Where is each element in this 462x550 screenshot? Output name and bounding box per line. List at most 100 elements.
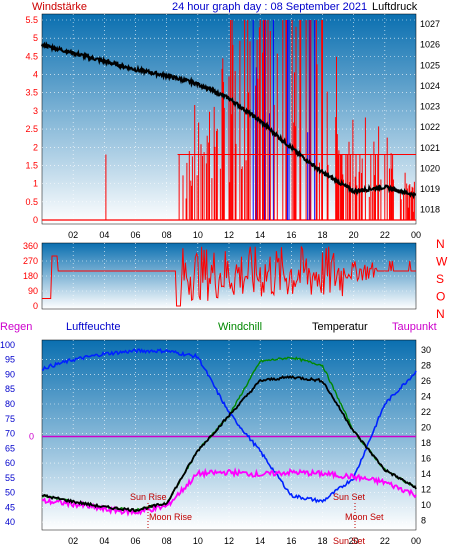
pressure-label: Luftdruck (372, 1, 418, 13)
pressure-tick: 1025 (420, 60, 440, 70)
x-tick-top: 04 (99, 230, 109, 240)
wind-speed-tick: 0 (33, 215, 38, 225)
x-tick-bottom: 16 (286, 536, 296, 546)
x-tick-top: 16 (286, 230, 296, 240)
temperature-tick: 18 (421, 438, 431, 448)
temperature-tick: 20 (421, 422, 431, 432)
wind-direction-axis: 360 270 180 90 0 (23, 241, 38, 311)
x-tick-top: 12 (224, 230, 234, 240)
humidity-tick: 100 (0, 340, 15, 350)
temperature-tick: 14 (421, 469, 431, 479)
wind-direction-tick: 0 (33, 301, 38, 311)
wind-direction-tick: 180 (23, 271, 38, 281)
wind-speed-label: Windstärke (32, 1, 87, 13)
pressure-tick: 1021 (420, 143, 440, 153)
compass-label: N (436, 307, 445, 321)
humidity-tick: 75 (5, 414, 15, 424)
humidity-tick: 55 (5, 473, 15, 483)
pressure-tick: 1018 (420, 205, 440, 215)
compass-label: N (436, 237, 445, 251)
pressure-axis: 1027 1026 1025 1024 1023 1022 1021 1020 1019 1018 (420, 19, 440, 215)
x-tick-bottom: 18 (317, 536, 327, 546)
humidity-tick: 50 (5, 488, 15, 498)
temperature-axis: 30 28 26 24 22 20 18 16 14 12 10 8 (421, 345, 431, 526)
wind-speed-tick: 5 (33, 33, 38, 43)
x-tick-top: 00 (411, 230, 421, 240)
sun-rise-label: Sun Rise (130, 492, 167, 502)
wind-speed-tick: 1.5 (25, 160, 38, 170)
moon-set-label: Moon Set (345, 512, 384, 522)
humidity-tick: 95 (5, 355, 15, 365)
sun-set-bottom-label: Sun Set (333, 536, 366, 546)
temperature-tick: 30 (421, 345, 431, 355)
temperature-tick: 10 (421, 500, 431, 510)
pressure-tick: 1024 (420, 81, 440, 91)
humidity-tick: 45 (5, 502, 15, 512)
temperature-humidity-series (41, 348, 417, 517)
x-tick-top: 14 (255, 230, 265, 240)
x-tick-bottom: 20 (349, 536, 359, 546)
x-tick-bottom: 02 (68, 536, 78, 546)
sun-set-label: Sun Set (333, 492, 366, 502)
x-tick-top: 18 (317, 230, 327, 240)
x-tick-top: 10 (193, 230, 203, 240)
wind-speed-tick: 3.5 (25, 88, 38, 98)
wind-direction-tick: 90 (28, 286, 38, 296)
pressure-tick: 1019 (420, 184, 440, 194)
x-tick-top: 08 (162, 230, 172, 240)
legend-windchill: Windchill (218, 321, 262, 333)
x-axis-ticks-top: 02 04 06 08 10 12 14 16 18 20 22 00 (68, 230, 421, 240)
x-tick-bottom: 12 (224, 536, 234, 546)
x-tick-bottom: 10 (193, 536, 203, 546)
wind-speed-tick: 2.5 (25, 124, 38, 134)
x-tick-bottom: 22 (380, 536, 390, 546)
wind-direction-tick: 270 (23, 256, 38, 266)
temperature-tick: 12 (421, 484, 431, 494)
x-tick-bottom: 06 (130, 536, 140, 546)
x-tick-top: 06 (130, 230, 140, 240)
x-tick-bottom: 14 (255, 536, 265, 546)
compass-label: S (436, 272, 444, 286)
wind-direction-line (42, 246, 416, 307)
x-tick-top: 02 (68, 230, 78, 240)
wind-direction-tick: 360 (23, 241, 38, 251)
pressure-tick: 1026 (420, 40, 440, 50)
wind-speed-tick: 4 (33, 70, 38, 80)
legend-dewpoint: Taupunkt (392, 321, 437, 333)
compass-label: W (436, 255, 448, 269)
temperature-tick: 24 (421, 391, 431, 401)
humidity-tick: 80 (5, 399, 15, 409)
wind-speed-tick: 4.5 (25, 51, 38, 61)
legend-rain: Regen (0, 321, 32, 333)
pressure-series (41, 41, 416, 200)
humidity-axis: 100 95 90 85 80 75 70 65 60 55 50 45 40 0 (0, 340, 34, 527)
wind-direction-series (42, 246, 416, 307)
humidity-tick: 85 (5, 384, 15, 394)
x-tick-top: 20 (349, 230, 359, 240)
compass-label: O (436, 290, 445, 304)
pressure-tick: 1023 (420, 102, 440, 112)
wind-speed-tick: 5.5 (25, 15, 38, 25)
rain-tick: 0 (29, 431, 34, 441)
x-axis-ticks-bottom: 02 04 06 08 10 12 14 16 18 20 22 00 (68, 536, 421, 546)
pressure-tick: 1027 (420, 19, 440, 29)
humidity-tick: 60 (5, 458, 15, 468)
temperature-tick: 26 (421, 376, 431, 386)
humidity-line (41, 348, 417, 504)
x-tick-bottom: 04 (99, 536, 109, 546)
moon-rise-label: Moon Rise (149, 512, 192, 522)
wind-speed-tick: 1 (33, 179, 38, 189)
wind-speed-tick: 0.5 (25, 197, 38, 207)
humidity-tick: 65 (5, 443, 15, 453)
temperature-tick: 16 (421, 453, 431, 463)
humidity-tick: 40 (5, 517, 15, 527)
pressure-tick: 1022 (420, 122, 440, 132)
temperature-tick: 22 (421, 407, 431, 417)
wind-speed-tick: 3 (33, 106, 38, 116)
wind-speed-bars (42, 20, 416, 221)
humidity-tick: 90 (5, 369, 15, 379)
wind-speed-tick: 2 (33, 142, 38, 152)
humidity-tick: 70 (5, 429, 15, 439)
